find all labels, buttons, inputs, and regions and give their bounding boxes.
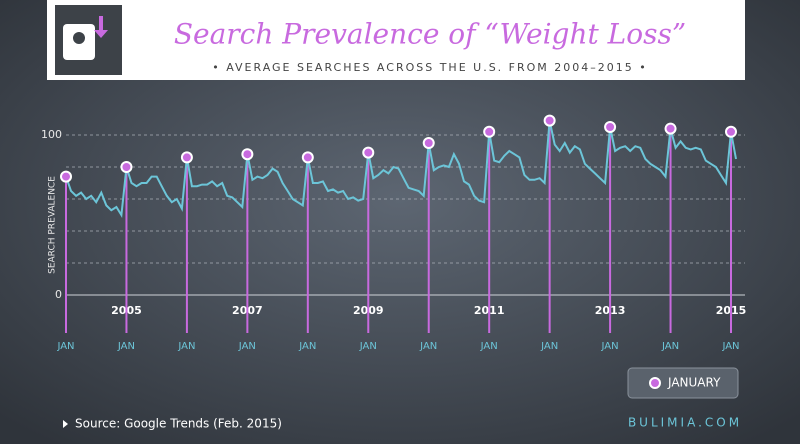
january-marker bbox=[543, 114, 556, 127]
january-marker bbox=[664, 122, 677, 135]
january-marker bbox=[422, 137, 435, 149]
month-label: JAN bbox=[721, 341, 739, 352]
month-label: JAN bbox=[359, 341, 377, 352]
scale-dial bbox=[73, 32, 85, 44]
down-arrow bbox=[94, 16, 108, 38]
january-marker bbox=[604, 121, 617, 133]
january-marker bbox=[362, 146, 375, 159]
month-label: JAN bbox=[238, 341, 256, 352]
month-label: JAN bbox=[117, 341, 135, 352]
month-label: JAN bbox=[177, 341, 195, 352]
january-marker bbox=[180, 151, 193, 164]
brand: BULIMIA.COM bbox=[628, 416, 742, 430]
chart-subtitle: • AVERAGE SEARCHES ACROSS THE U.S. FROM … bbox=[212, 61, 648, 74]
source: Source: Google Trends (Feb. 2015) bbox=[75, 417, 282, 431]
header-panel bbox=[47, 0, 745, 80]
month-label: JAN bbox=[661, 341, 679, 352]
month-label: JAN bbox=[480, 341, 498, 352]
legend-label: JANUARY bbox=[667, 376, 721, 390]
january-marker bbox=[483, 125, 496, 138]
y-axis-label: SEARCH PREVALENCE bbox=[48, 176, 58, 274]
chart-title: Search Prevalence of “Weight Loss” bbox=[174, 18, 686, 51]
y-tick-label: 0 bbox=[55, 288, 62, 301]
source-bullet bbox=[63, 420, 68, 428]
month-label: JAN bbox=[540, 341, 558, 352]
series-line bbox=[65, 120, 737, 218]
month-label: JAN bbox=[419, 341, 437, 352]
january-marker bbox=[120, 161, 133, 173]
month-label: JAN bbox=[298, 341, 316, 352]
legend-box bbox=[627, 367, 739, 399]
january-marker bbox=[301, 151, 314, 164]
month-label: JAN bbox=[56, 341, 74, 352]
legend-marker bbox=[649, 377, 661, 389]
y-tick-label: 100 bbox=[41, 128, 62, 141]
january-marker bbox=[241, 148, 254, 161]
january-marker bbox=[60, 170, 72, 183]
month-label: JAN bbox=[601, 341, 619, 352]
january-marker bbox=[725, 125, 737, 138]
